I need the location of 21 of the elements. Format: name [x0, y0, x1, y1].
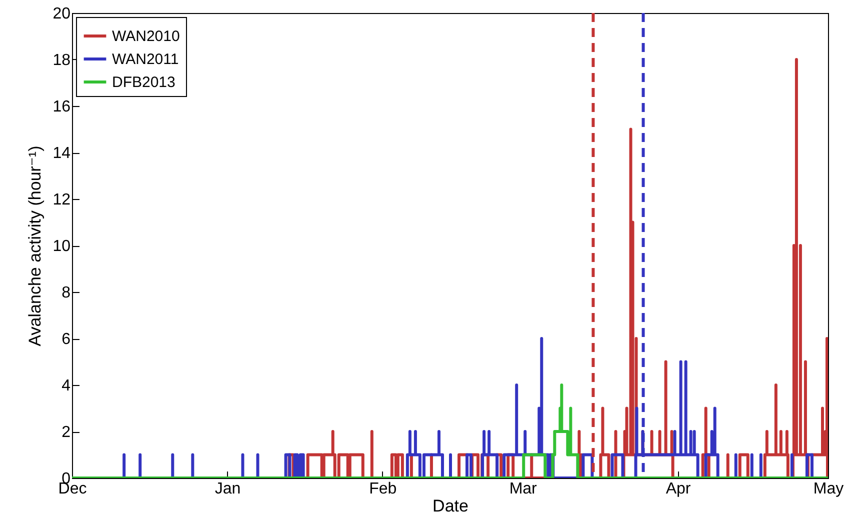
- legend-label: DFB2013: [112, 74, 176, 91]
- y-tick-label: 12: [52, 192, 71, 208]
- x-tick-label: Apr: [666, 480, 692, 498]
- y-tick-label: 6: [62, 331, 71, 348]
- line-series: [72, 384, 828, 478]
- legend-label: WAN2010: [112, 28, 180, 45]
- x-tick-label: Feb: [369, 480, 397, 498]
- x-axis-title: Date: [432, 496, 468, 516]
- y-tick-label: 4: [62, 378, 71, 394]
- legend-label: WAN2011: [112, 51, 179, 68]
- y-tick-label: 10: [52, 238, 71, 255]
- y-tick-label: 14: [52, 145, 71, 162]
- y-tick-label: 16: [52, 98, 71, 116]
- x-tick-label: Jan: [214, 480, 241, 498]
- x-tick-label: Mar: [509, 480, 538, 498]
- y-tick-label: 18: [52, 52, 71, 69]
- y-tick-label: 20: [52, 6, 71, 22]
- x-tick-label: May: [813, 480, 844, 498]
- y-axis-title: Avalanche activity (hour⁻¹): [26, 146, 45, 346]
- y-tick-label: 8: [62, 284, 71, 302]
- y-tick-label: 2: [62, 424, 71, 441]
